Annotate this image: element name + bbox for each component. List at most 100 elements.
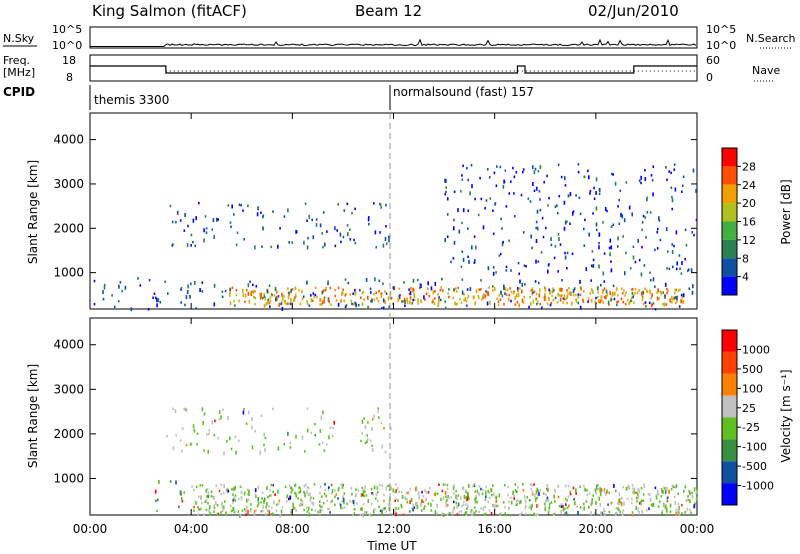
range-time-cell (638, 510, 640, 515)
range-time-cell (413, 298, 416, 302)
nsky-frame (89, 26, 698, 49)
range-time-cell (328, 300, 331, 304)
range-time-cell (193, 428, 196, 433)
range-time-cell (676, 296, 678, 301)
range-time-cell (565, 511, 568, 514)
range-time-cell (675, 267, 678, 271)
range-time-cell (214, 419, 216, 423)
range-time-cell (589, 292, 591, 295)
range-time-cell (666, 267, 668, 270)
range-time-cell (531, 287, 534, 292)
range-time-cell (296, 230, 298, 233)
range-time-cell (560, 175, 563, 179)
range-time-cell (206, 495, 208, 498)
range-time-cell (460, 510, 463, 513)
range-time-cell (210, 490, 213, 494)
range-time-cell (566, 506, 569, 509)
range-time-cell (434, 297, 436, 300)
range-time-cell (397, 298, 399, 303)
range-time-cell (351, 211, 353, 215)
range-time-cell (340, 505, 342, 510)
range-time-cell (206, 487, 209, 491)
range-time-cell (331, 499, 333, 503)
range-time-cell (295, 495, 297, 498)
range-time-cell (270, 483, 273, 487)
nave-tick-top: 60 (706, 54, 720, 67)
range-time-cell (374, 277, 376, 282)
range-time-cell (203, 238, 205, 243)
range-time-cell (327, 282, 329, 286)
range-time-cell (231, 286, 234, 289)
range-time-cell (618, 500, 621, 503)
range-time-cell (593, 186, 595, 190)
range-time-cell (343, 492, 346, 495)
range-time-cell (681, 184, 684, 187)
range-time-cell (671, 250, 674, 254)
range-time-cell (644, 216, 647, 219)
range-time-cell (480, 197, 483, 201)
range-time-cell (617, 205, 619, 208)
range-time-cell (243, 238, 245, 241)
range-time-cell (598, 241, 600, 245)
time-tick-label: 08:00 (275, 522, 310, 536)
range-time-cell (678, 511, 681, 516)
range-time-cell (673, 485, 675, 488)
range-time-cell (571, 301, 573, 304)
range-time-cell (307, 506, 310, 511)
range-time-cell (300, 498, 302, 502)
range-time-cell (192, 424, 195, 429)
range-time-cell (319, 509, 322, 514)
range-time-cell (372, 493, 375, 496)
range-time-cell (685, 499, 687, 502)
range-time-cell (339, 232, 342, 237)
velocity-frame (89, 317, 698, 516)
range-time-cell (529, 200, 532, 203)
range-time-cell (398, 490, 400, 493)
range-time-cell (527, 197, 530, 200)
range-time-cell (345, 292, 347, 296)
colorbar-tick-label: 25 (742, 402, 756, 415)
range-time-cell (440, 498, 442, 501)
range-time-cell (353, 238, 355, 242)
range-time-cell (232, 499, 234, 504)
range-time-cell (495, 500, 498, 503)
range-time-cell (342, 495, 344, 500)
range-time-cell (691, 491, 693, 495)
range-time-cell (444, 238, 446, 243)
range-time-cell (234, 304, 236, 307)
range-time-cell (363, 494, 365, 498)
range-time-cell (478, 492, 480, 497)
range-time-cell (455, 489, 457, 493)
range-time-cell (245, 288, 248, 292)
range-time-cell (319, 485, 322, 489)
range-time-cell (242, 410, 245, 415)
range-time-cell (666, 496, 669, 500)
range-time-cell (257, 501, 260, 506)
range-time-cell (545, 493, 547, 497)
range-time-cell (542, 235, 545, 239)
range-time-cell (652, 165, 655, 168)
range-time-cell (643, 483, 645, 486)
range-time-cell (618, 222, 621, 225)
range-time-cell (365, 277, 368, 282)
range-time-cell (431, 300, 434, 304)
range-time-cell (298, 491, 300, 494)
range-time-cell (524, 512, 527, 515)
range-time-cell (238, 439, 240, 443)
range-time-cell (646, 290, 649, 294)
range-time-cell (686, 507, 689, 512)
range-time-cell (217, 218, 219, 221)
range-time-cell (422, 500, 425, 504)
range-time-cell (236, 231, 239, 235)
range-time-cell (196, 443, 198, 446)
range-time-cell (606, 292, 609, 297)
range-time-cell (600, 284, 602, 287)
range-time-cell (321, 495, 323, 498)
range-time-cell (349, 228, 351, 231)
range-time-cell (265, 505, 267, 509)
range-time-cell (366, 434, 368, 437)
range-time-cell (608, 510, 611, 514)
range-time-cell (462, 164, 464, 168)
range-time-cell (453, 218, 455, 222)
range-time-cell (562, 297, 565, 300)
